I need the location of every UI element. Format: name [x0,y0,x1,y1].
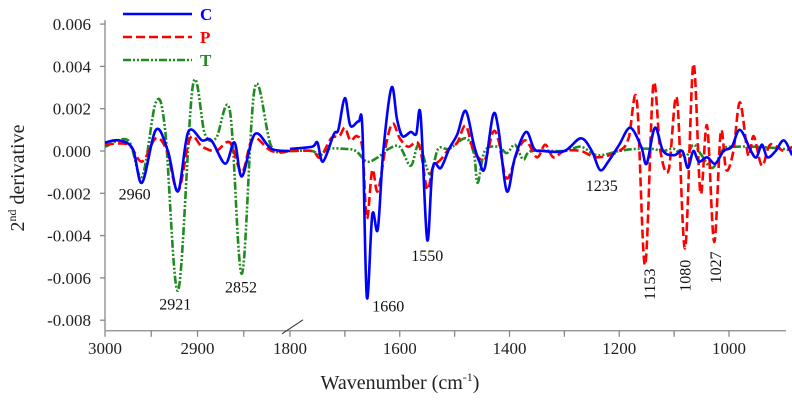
peak-label: 1660 [372,299,404,316]
y-tick-label: -0.004 [47,227,91,246]
peak-label: 2852 [225,280,257,297]
peak-label: 1153 [642,269,659,300]
x-tick-label: 1400 [493,339,527,358]
series-C-right-line [289,85,792,300]
legend-C-label: C [200,5,212,24]
x-axis-label: Wavenumber (cm-1) [321,370,480,394]
x-tick-label: 1800 [273,339,307,358]
series-T-left-line [104,78,291,292]
x-tick-label: 3000 [88,339,122,358]
series-lines [104,62,792,300]
y-axis-label: 2nd derivative [5,124,29,231]
y-tick-label: -0.006 [47,269,91,288]
x-tick-label: 1600 [383,339,417,358]
peak-label: 2921 [159,297,191,314]
peak-label: 1027 [708,251,725,283]
series-C-left-line [104,127,291,193]
legend-T-label: T [200,51,212,70]
peak-annotations: 2960 2921 2852 1660 1550 1235 1153 1080 1027 [119,178,725,316]
x-tick-label: 1000 [712,339,746,358]
x-axis: 3000 2900 1800 1600 1400 1200 1000 [88,319,786,358]
y-axis: 0.006 0.004 0.002 0.000 -0.002 -0.004 -0.006 -0… [47,15,106,331]
axis-break-mark [281,319,304,335]
peak-label: 1235 [586,178,618,195]
legend-P-label: P [200,28,210,47]
series-T-right-line [289,137,792,185]
y-tick-label: 0.004 [53,57,92,76]
peak-label: 1550 [411,248,443,265]
x-tick-label: 1200 [602,339,636,358]
peak-label: 1080 [678,260,695,292]
y-tick-label: 0.006 [53,15,91,34]
y-tick-label: -0.008 [47,311,91,330]
peak-label: 2960 [119,187,151,204]
y-tick-label: 0.002 [53,100,91,119]
series-P-right-line [289,62,792,267]
series-P-left-line [104,134,291,193]
legend: CPT [123,5,212,70]
y-tick-label: -0.002 [47,184,91,203]
x-tick-label: 2900 [181,339,215,358]
y-tick-label: 0.000 [53,142,91,161]
